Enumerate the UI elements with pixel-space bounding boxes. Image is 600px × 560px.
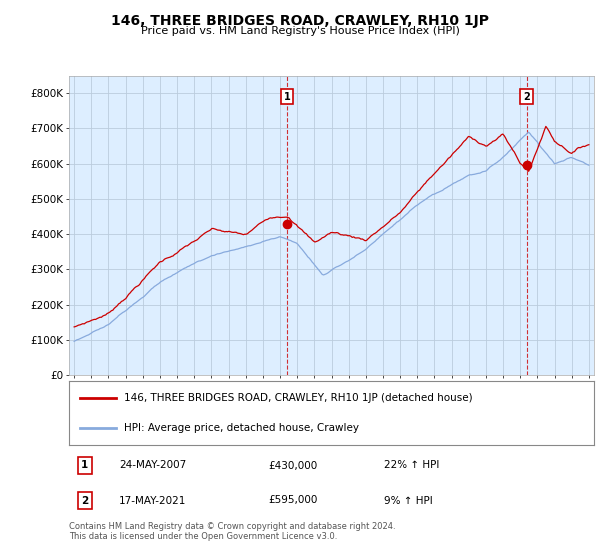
Text: 17-MAY-2021: 17-MAY-2021: [119, 496, 186, 506]
Text: 146, THREE BRIDGES ROAD, CRAWLEY, RH10 1JP (detached house): 146, THREE BRIDGES ROAD, CRAWLEY, RH10 1…: [124, 393, 473, 403]
Text: 146, THREE BRIDGES ROAD, CRAWLEY, RH10 1JP: 146, THREE BRIDGES ROAD, CRAWLEY, RH10 1…: [111, 14, 489, 28]
Text: 1: 1: [284, 92, 290, 101]
Text: Contains HM Land Registry data © Crown copyright and database right 2024.
This d: Contains HM Land Registry data © Crown c…: [69, 522, 395, 542]
Text: 1: 1: [81, 460, 88, 470]
Text: 2: 2: [523, 92, 530, 101]
Text: HPI: Average price, detached house, Crawley: HPI: Average price, detached house, Craw…: [124, 423, 359, 433]
Text: 9% ↑ HPI: 9% ↑ HPI: [384, 496, 433, 506]
Text: 2: 2: [81, 496, 88, 506]
Text: £430,000: £430,000: [269, 460, 318, 470]
Text: 22% ↑ HPI: 22% ↑ HPI: [384, 460, 439, 470]
Text: £595,000: £595,000: [269, 496, 318, 506]
Text: Price paid vs. HM Land Registry's House Price Index (HPI): Price paid vs. HM Land Registry's House …: [140, 26, 460, 36]
Text: 24-MAY-2007: 24-MAY-2007: [119, 460, 186, 470]
